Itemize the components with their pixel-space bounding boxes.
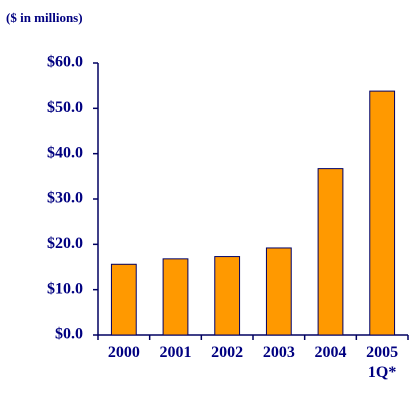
chart-title: ($ in millions) xyxy=(6,10,83,25)
y-tick-label: $30.0 xyxy=(47,190,83,207)
x-tick-label: 2000 xyxy=(107,344,140,361)
bar xyxy=(265,247,292,336)
x-tick-label: 2002 xyxy=(211,344,244,361)
x-tick-label: 2003 xyxy=(262,344,295,361)
y-tick-label: $20.0 xyxy=(47,235,83,252)
x-tick-label: 2001 xyxy=(159,344,192,361)
bar xyxy=(369,90,396,336)
y-tick-label: $10.0 xyxy=(47,280,83,297)
y-tick-label: $40.0 xyxy=(47,144,83,161)
y-tick-label: $50.0 xyxy=(47,99,83,116)
bar xyxy=(214,256,241,336)
x-tick-label: 2005 1Q* xyxy=(366,344,399,381)
bar xyxy=(317,168,344,336)
bar xyxy=(110,263,137,336)
bar xyxy=(162,258,189,336)
x-tick-label: 2004 xyxy=(314,344,347,361)
y-tick-label: $60.0 xyxy=(47,54,83,71)
y-tick-label: $0.0 xyxy=(55,326,83,343)
